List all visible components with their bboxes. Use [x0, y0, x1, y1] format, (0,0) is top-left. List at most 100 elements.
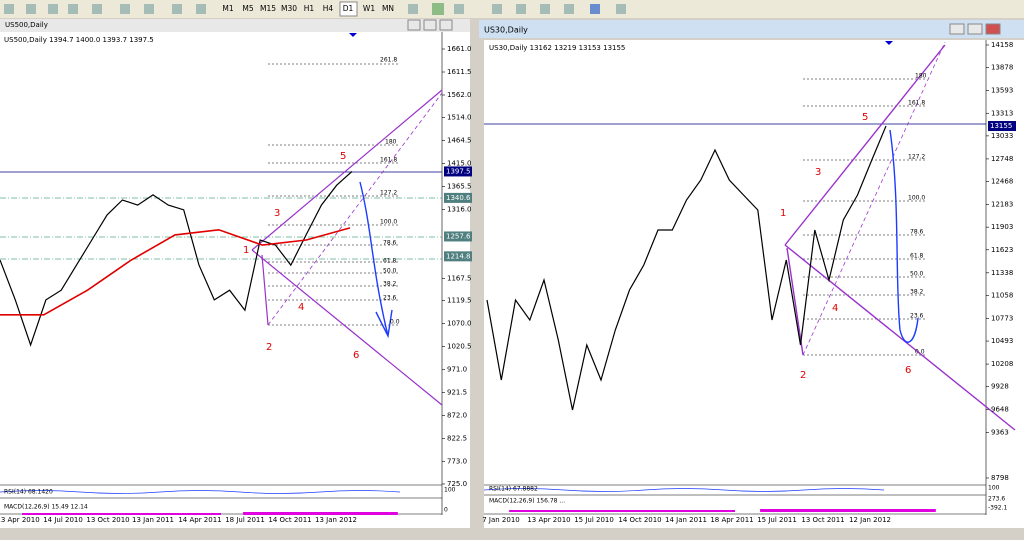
timeframe-button[interactable]: M30 — [281, 4, 297, 13]
timeframe-button[interactable]: M15 — [260, 4, 276, 13]
window-buttons[interactable] — [949, 23, 1001, 35]
price-label: 1514.0 — [447, 113, 472, 121]
wave-label: 6 — [353, 350, 359, 361]
trend-lines — [784, 41, 1016, 431]
price-label: 971.0 — [447, 366, 467, 374]
price-label: 8798 — [991, 474, 1009, 482]
wave-label: 5 — [862, 112, 868, 123]
rsi-wave — [0, 490, 401, 494]
wave-label: 1 — [243, 245, 249, 256]
fib-label: 78.6 — [910, 229, 924, 236]
indicator-tick: 100 — [988, 485, 1000, 492]
timeframe-button[interactable]: D1 — [343, 4, 354, 13]
price-label: 9928 — [991, 383, 1009, 391]
price-line-series — [486, 125, 887, 411]
timeframe-button[interactable]: M1 — [222, 4, 233, 13]
indicator-label: RSI(14) 67.8882 — [489, 486, 538, 493]
fib-label: 50.0 — [383, 268, 397, 275]
wave-label: 3 — [815, 167, 821, 178]
wave-label: 6 — [905, 365, 911, 376]
price-label: 11903 — [991, 223, 1013, 231]
timeframe-button[interactable]: H1 — [304, 4, 315, 13]
price-label: 1611.5 — [447, 68, 472, 76]
chart-area — [484, 40, 1024, 528]
price-label: 14158 — [991, 41, 1013, 49]
date-label: 13 Oct 2010 — [86, 516, 129, 524]
shift-marker — [349, 33, 357, 37]
shift-marker — [885, 41, 893, 45]
title-bar — [479, 20, 1024, 38]
date-label: 7 Jan 2010 — [482, 516, 520, 524]
price-tag-label: 1257.6 — [446, 232, 471, 240]
fib-label: 23.6 — [383, 295, 397, 302]
macd-histogram — [22, 513, 221, 515]
window-title: US30,Daily — [484, 26, 528, 35]
price-label: 9363 — [991, 428, 1009, 436]
date-label: 13 Jan 2012 — [315, 516, 357, 524]
price-label: 13593 — [991, 87, 1013, 95]
toolbar — [0, 0, 1024, 18]
wave-label: 4 — [298, 302, 304, 313]
price-tag-label: 1397.5 — [446, 167, 471, 175]
price-label: 822.5 — [447, 435, 467, 443]
price-label: 1020.5 — [447, 343, 472, 351]
trend-lines — [251, 89, 443, 406]
indicator-tick: 0 — [444, 507, 448, 514]
price-tag — [444, 166, 472, 177]
fib-label: 100.0 — [380, 219, 397, 226]
price-label: 13033 — [991, 132, 1013, 140]
timeframe-button[interactable]: MN — [382, 4, 394, 13]
price-label: 12468 — [991, 178, 1013, 186]
indicator-label: MACD(12,26,9) 156.78 ... — [489, 498, 565, 505]
fib-label: 180 — [385, 139, 397, 146]
macd-histogram — [760, 509, 936, 512]
price-tag-label: 1340.6 — [446, 194, 471, 202]
price-label: 12183 — [991, 201, 1013, 209]
chart-area — [0, 32, 470, 528]
timeframe-button[interactable]: H4 — [323, 4, 334, 13]
moving-average — [0, 227, 351, 316]
window-buttons[interactable] — [407, 19, 453, 31]
price-tag — [444, 251, 472, 262]
timeframe-button[interactable]: M5 — [242, 4, 253, 13]
timeframe-button[interactable]: W1 — [363, 4, 375, 13]
fib-label: 127.2 — [908, 154, 925, 161]
date-label: 15 Jul 2011 — [757, 516, 797, 524]
fib-label: 100.0 — [908, 195, 925, 202]
price-tag — [444, 231, 472, 242]
price-label: 1415.0 — [447, 159, 472, 167]
date-label: 14 Jan 2011 — [665, 516, 707, 524]
price-label: 10208 — [991, 360, 1013, 368]
wave-label: 2 — [266, 342, 272, 353]
fib-label: 38.2 — [383, 281, 397, 288]
projection-arrow — [889, 129, 919, 343]
fib-label: 23.6 — [910, 313, 924, 320]
fib-label: 61.8 — [383, 258, 397, 265]
price-label: 12748 — [991, 155, 1013, 163]
price-label: 1365.5 — [447, 182, 472, 190]
price-label: 921.5 — [447, 389, 467, 397]
title-bar — [0, 19, 470, 32]
fib-label: 38.2 — [910, 289, 924, 296]
price-label: 13878 — [991, 64, 1013, 72]
fib-label: 180 — [915, 73, 927, 80]
price-label: 11338 — [991, 269, 1013, 277]
rsi-wave — [483, 488, 885, 492]
price-label: 1119.5 — [447, 297, 472, 305]
date-label: 13 Oct 2011 — [801, 516, 844, 524]
wave-label: 2 — [800, 370, 806, 381]
wave-label: 1 — [780, 208, 786, 219]
price-label: 1167.5 — [447, 274, 472, 282]
fib-label: 78.6 — [383, 240, 397, 247]
price-label: 725.0 — [447, 480, 467, 488]
projection-arrow — [359, 181, 393, 339]
indicator-tick: 100 — [444, 487, 456, 494]
date-label: 15 Jul 2010 — [574, 516, 614, 524]
price-label: 1464.5 — [447, 136, 472, 144]
price-line-series — [0, 170, 353, 347]
fib-label: 0.0 — [390, 319, 400, 326]
price-label: 1562.0 — [447, 91, 472, 99]
fib-label: 161.8 — [908, 100, 925, 107]
date-label: 14 Apr 2011 — [178, 516, 221, 524]
toolbar-icons — [4, 3, 626, 15]
